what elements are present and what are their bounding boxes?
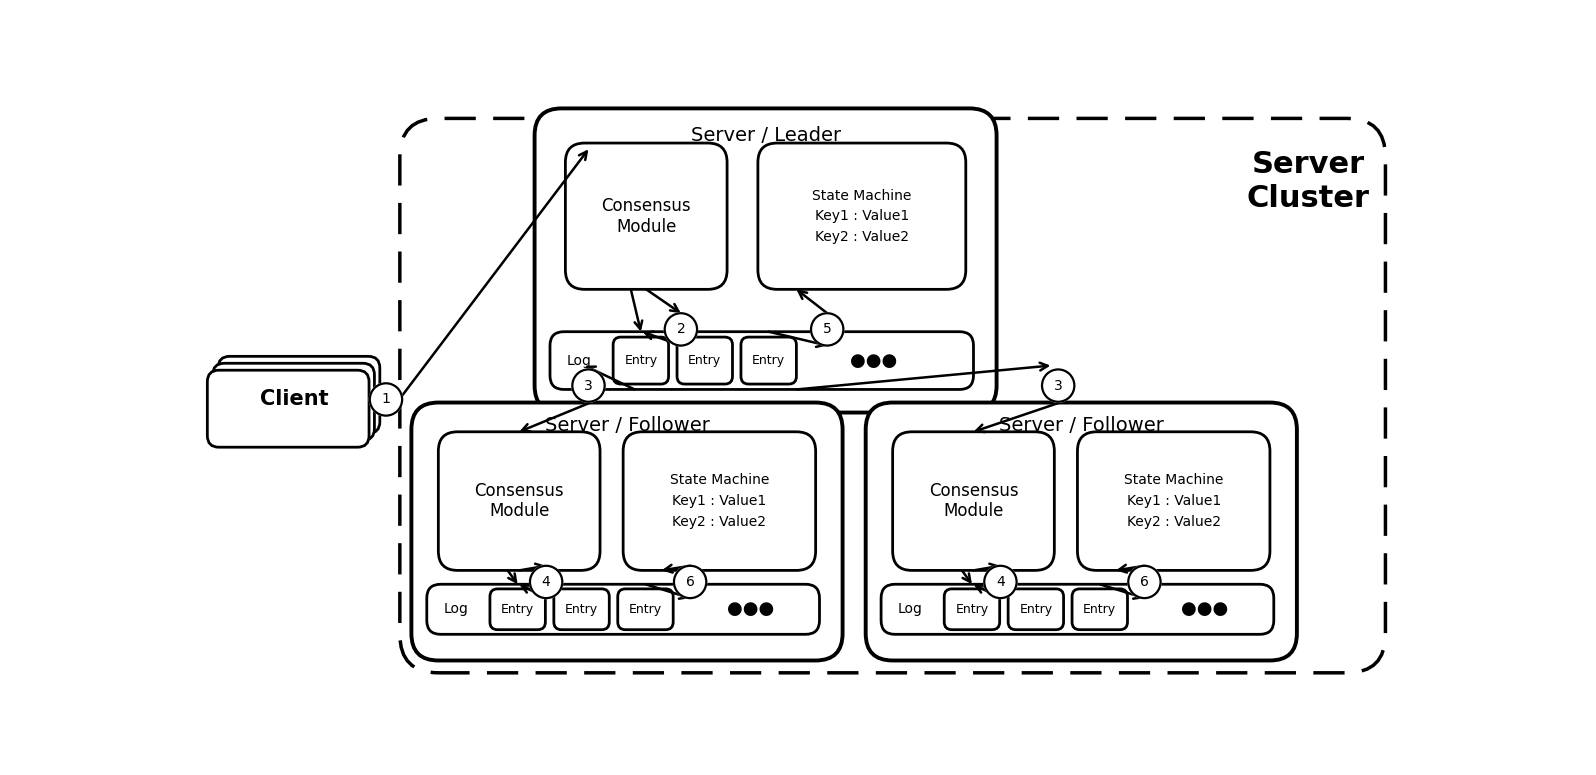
Text: Server / Follower: Server / Follower [999,416,1163,435]
FancyBboxPatch shape [207,370,369,447]
Text: Server / Leader: Server / Leader [691,126,841,145]
Text: Entry: Entry [752,354,785,367]
Text: 6: 6 [686,575,694,589]
FancyBboxPatch shape [565,143,728,289]
Circle shape [674,566,707,598]
Text: Entry: Entry [956,603,988,616]
Text: Entry: Entry [1020,603,1052,616]
FancyBboxPatch shape [1077,432,1270,570]
Text: Log: Log [899,602,922,616]
FancyBboxPatch shape [741,337,796,384]
FancyBboxPatch shape [892,432,1055,570]
FancyBboxPatch shape [219,356,380,433]
Circle shape [1042,370,1074,401]
FancyBboxPatch shape [412,402,843,660]
Text: ●●●: ●●● [1181,601,1227,618]
FancyBboxPatch shape [535,109,996,412]
FancyBboxPatch shape [945,589,999,630]
Text: Log: Log [567,353,592,367]
Circle shape [985,566,1017,598]
Text: 1: 1 [381,392,391,406]
Circle shape [530,566,562,598]
FancyBboxPatch shape [426,584,819,634]
Text: State Machine
Key1 : Value1
Key2 : Value2: State Machine Key1 : Value1 Key2 : Value… [1124,474,1224,529]
Text: Client: Client [260,390,329,409]
Text: State Machine
Key1 : Value1
Key2 : Value2: State Machine Key1 : Value1 Key2 : Value… [812,188,911,244]
FancyBboxPatch shape [490,589,546,630]
Text: Entry: Entry [624,354,658,367]
Text: 2: 2 [677,322,685,336]
Text: 5: 5 [824,322,832,336]
Text: Server
Cluster: Server Cluster [1246,150,1369,213]
FancyBboxPatch shape [551,332,974,390]
Text: Entry: Entry [501,603,535,616]
Text: ●●●: ●●● [726,601,774,618]
FancyBboxPatch shape [554,589,610,630]
Text: Consensus
Module: Consensus Module [929,482,1018,521]
Text: 4: 4 [996,575,1005,589]
FancyBboxPatch shape [758,143,966,289]
Text: Entry: Entry [1084,603,1116,616]
Text: Consensus
Module: Consensus Module [602,197,691,236]
FancyBboxPatch shape [1009,589,1063,630]
FancyBboxPatch shape [401,119,1385,673]
Circle shape [573,370,605,401]
Circle shape [664,313,697,346]
Text: 4: 4 [541,575,551,589]
Text: 6: 6 [1140,575,1149,589]
Text: Entry: Entry [629,603,662,616]
Text: 3: 3 [1053,379,1063,393]
FancyBboxPatch shape [677,337,733,384]
Text: Entry: Entry [688,354,721,367]
Circle shape [370,384,402,415]
Text: Entry: Entry [565,603,598,616]
Text: ●●●: ●●● [849,352,897,370]
FancyBboxPatch shape [865,402,1298,660]
Text: Consensus
Module: Consensus Module [474,482,563,521]
Text: Server / Follower: Server / Follower [544,416,710,435]
FancyBboxPatch shape [1073,589,1127,630]
Text: 3: 3 [584,379,592,393]
FancyBboxPatch shape [622,432,816,570]
FancyBboxPatch shape [881,584,1274,634]
FancyBboxPatch shape [613,337,669,384]
Text: Log: Log [444,602,469,616]
FancyBboxPatch shape [439,432,600,570]
FancyBboxPatch shape [618,589,674,630]
Text: State Machine
Key1 : Value1
Key2 : Value2: State Machine Key1 : Value1 Key2 : Value… [670,474,769,529]
Circle shape [1128,566,1160,598]
FancyBboxPatch shape [212,363,375,440]
Circle shape [811,313,843,346]
